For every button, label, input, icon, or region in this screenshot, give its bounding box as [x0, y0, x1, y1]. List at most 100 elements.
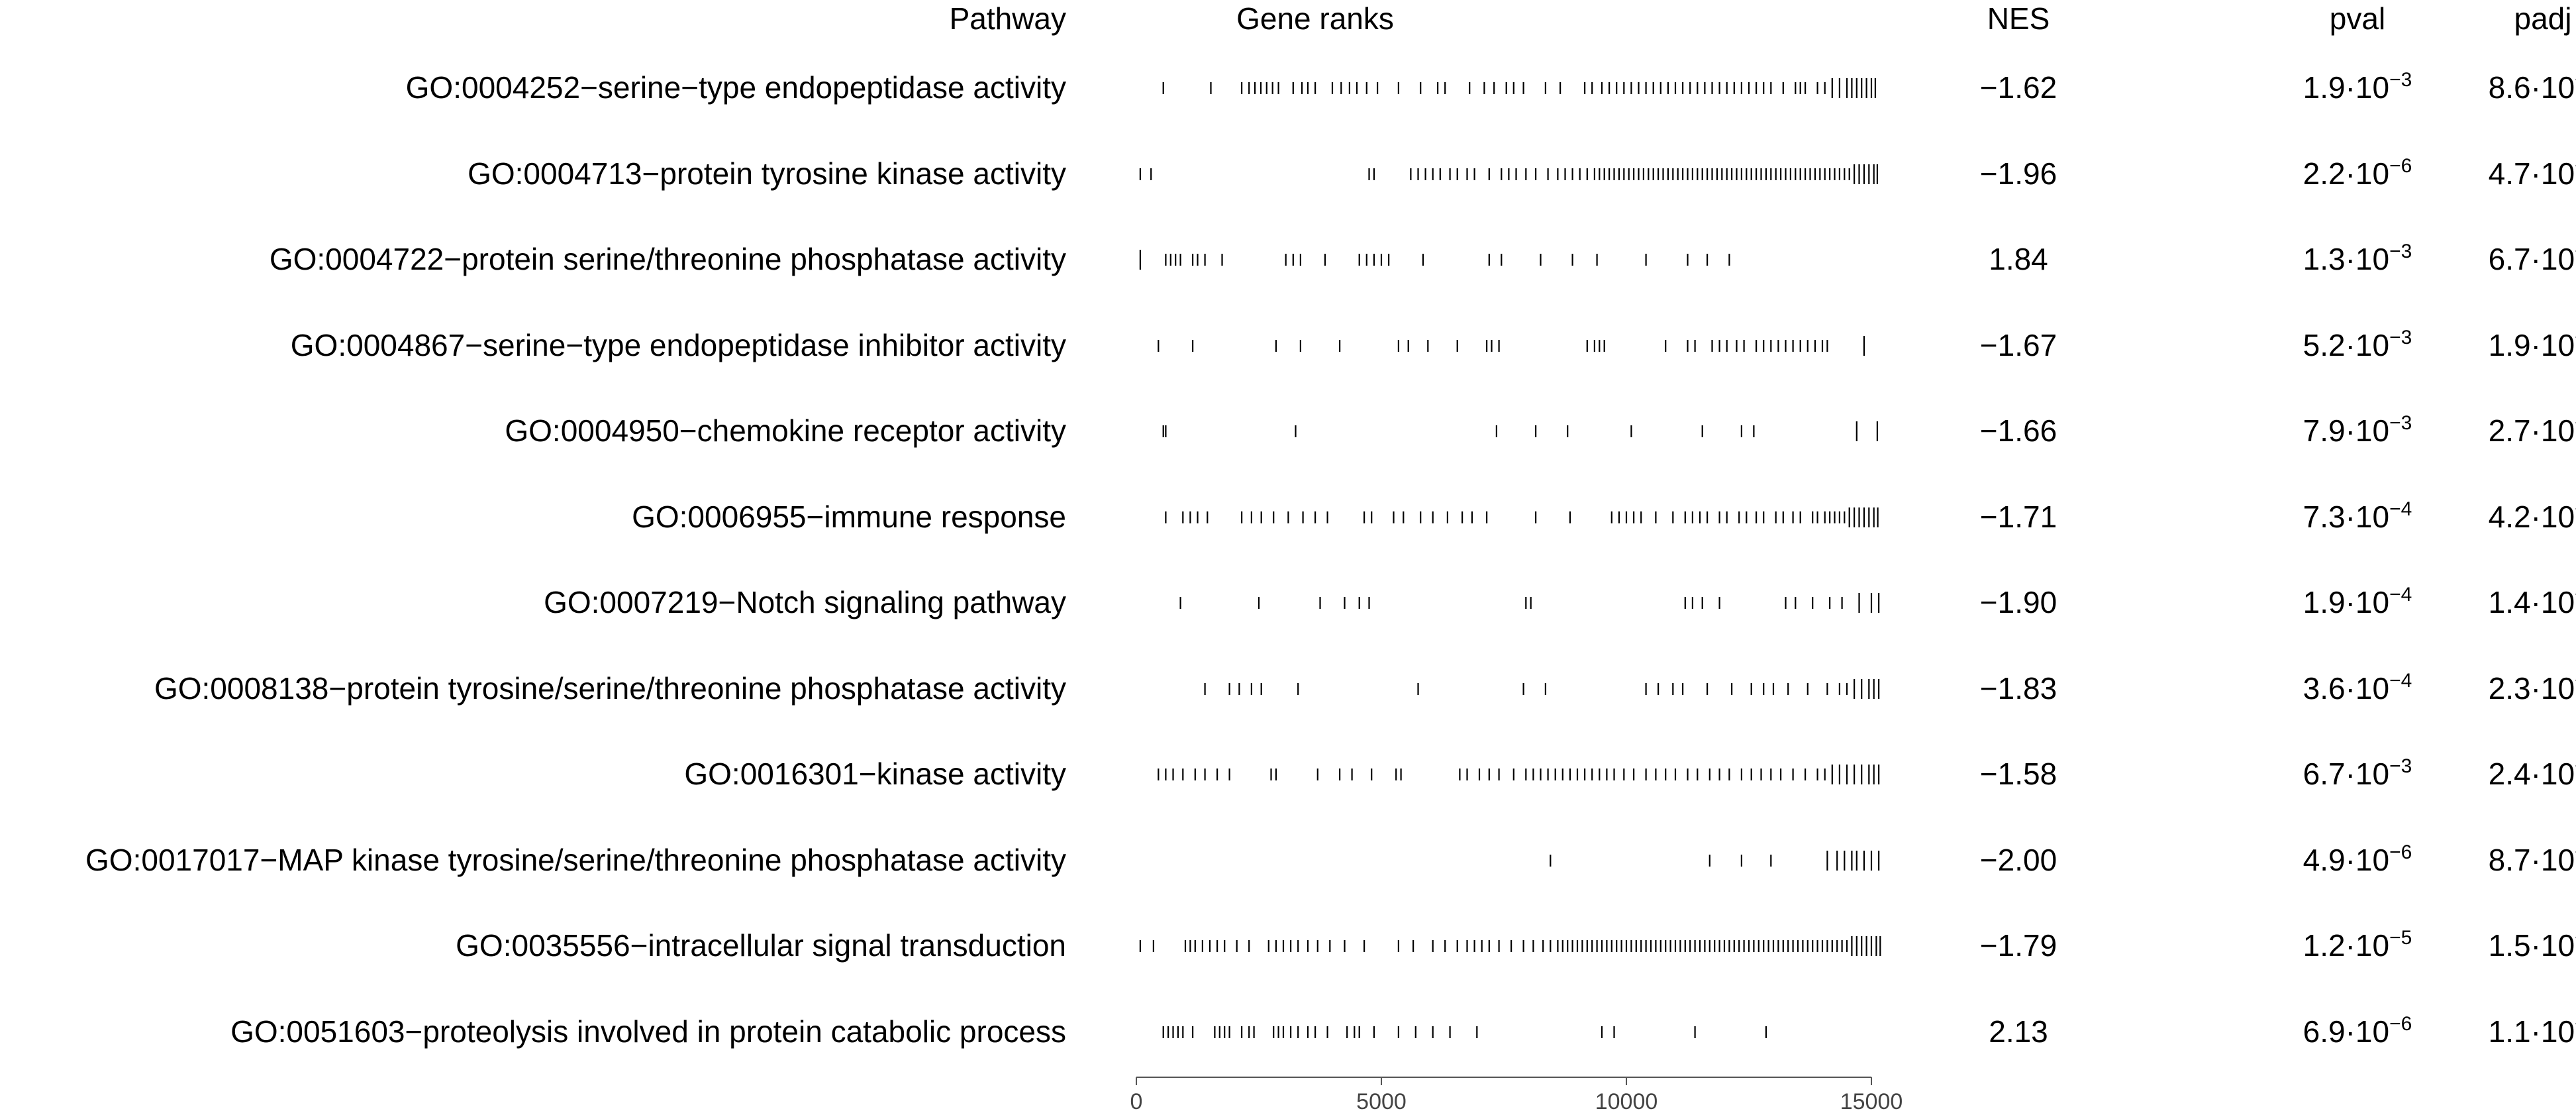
pval-value: 7.3·10−4 [2271, 499, 2444, 535]
pval-mantissa: 1.9·10 [2303, 585, 2390, 619]
pathway-label: GO:0004713−protein tyrosine kinase activ… [468, 156, 1066, 191]
pval-mantissa: 1.9·10 [2303, 70, 2390, 105]
padj-value: 8.7·10−5 [2457, 842, 2576, 878]
padj-mantissa: 6.7·10 [2488, 242, 2575, 276]
padj-mantissa: 8.7·10 [2488, 842, 2575, 877]
pval-exponent: −3 [2389, 326, 2412, 348]
table-row: GO:0007219−Notch signaling pathway −1.90 1… [0, 560, 2576, 645]
header-nes: NES [1987, 1, 2050, 36]
padj-exponent: −3 [2575, 240, 2576, 262]
gene-rank-barcode [1204, 678, 1880, 699]
gene-rank-barcode [1550, 850, 1880, 871]
x-tick-label: 5000 [1356, 1089, 1407, 1114]
table-row: GO:0008138−protein tyrosine/serine/threo… [0, 646, 2576, 731]
padj-exponent: −3 [2575, 498, 2576, 520]
table-row: GO:0004722−protein serine/threonine phos… [0, 217, 2576, 301]
padj-value: 2.3·10−3 [2457, 670, 2576, 706]
padj-mantissa: 2.7·10 [2488, 413, 2575, 448]
padj-mantissa: 8.6·10 [2488, 70, 2575, 105]
pval-exponent: −3 [2389, 240, 2412, 262]
pval-mantissa: 3.6·10 [2303, 670, 2390, 706]
table-row: GO:0004950−chemokine receptor activity −1… [0, 388, 2576, 473]
table-row: GO:0004713−protein tyrosine kinase activ… [0, 131, 2576, 216]
pval-exponent: −6 [2389, 841, 2412, 863]
table-row: GO:0051603−proteolysis involved in prote… [0, 989, 2576, 1074]
pval-exponent: −5 [2389, 927, 2412, 949]
pathway-label: GO:0006955−immune response [632, 499, 1066, 534]
padj-mantissa: 1.1·10 [2488, 1014, 2575, 1049]
padj-value: 6.7·10−3 [2457, 241, 2576, 277]
table-row: GO:0017017−MAP kinase tyrosine/serine/th… [0, 818, 2576, 902]
padj-value: 4.7·10−5 [2457, 156, 2576, 191]
pval-exponent: −4 [2389, 669, 2412, 692]
gene-rank-barcode [1162, 421, 1879, 441]
pval-exponent: −3 [2389, 412, 2412, 434]
nes-value: −1.67 [1979, 327, 2057, 362]
pval-exponent: −6 [2389, 1012, 2412, 1035]
padj-exponent: −3 [2575, 69, 2576, 91]
pval-mantissa: 5.2·10 [2303, 327, 2390, 362]
padj-value: 1.1·10−4 [2457, 1014, 2576, 1049]
pathway-label: GO:0004722−protein serine/threonine phos… [269, 242, 1066, 276]
pval-mantissa: 2.2·10 [2303, 156, 2390, 191]
nes-value: −1.90 [1979, 585, 2057, 619]
pval-value: 5.2·10−3 [2271, 327, 2444, 363]
table-row: GO:0016301−kinase activity −1.58 6.7·10−3 2… [0, 731, 2576, 816]
nes-value: −1.96 [1979, 156, 2057, 191]
padj-mantissa: 1.9·10 [2488, 327, 2575, 362]
pval-mantissa: 7.3·10 [2303, 499, 2390, 534]
pval-value: 6.9·10−6 [2271, 1014, 2444, 1049]
x-tick-label: 15000 [1840, 1089, 1903, 1114]
padj-value: 4.2·10−3 [2457, 499, 2576, 535]
pval-mantissa: 7.9·10 [2303, 413, 2390, 448]
nes-value: −1.83 [1979, 670, 2057, 706]
pval-value: 3.6·10−4 [2271, 670, 2444, 706]
padj-exponent: −5 [2575, 841, 2576, 863]
pval-mantissa: 6.9·10 [2303, 1014, 2390, 1049]
padj-mantissa: 2.4·10 [2488, 757, 2575, 791]
padj-mantissa: 4.2·10 [2488, 499, 2575, 534]
padj-mantissa: 4.7·10 [2488, 156, 2575, 191]
padj-value: 1.4·10−3 [2457, 584, 2576, 620]
padj-exponent: −3 [2575, 670, 2576, 692]
pval-mantissa: 6.7·10 [2303, 757, 2390, 791]
padj-value: 2.7·10−2 [2457, 413, 2576, 449]
gene-rank-barcode [1158, 765, 1880, 784]
pval-exponent: −3 [2389, 69, 2412, 91]
pathway-label: GO:0017017−MAP kinase tyrosine/serine/th… [85, 842, 1066, 877]
pathway-label: GO:0007219−Notch signaling pathway [544, 585, 1066, 619]
pathway-label: GO:0004950−chemokine receptor activity [505, 413, 1066, 448]
header-pathway: Pathway [949, 1, 1066, 36]
pval-value: 7.9·10−3 [2271, 413, 2444, 449]
pathway-label: GO:0035556−intracellular signal transduc… [456, 928, 1066, 963]
nes-value: −1.79 [1979, 928, 2057, 963]
pathway-label: GO:0016301−kinase activity [684, 757, 1066, 791]
gene-rank-barcode [1158, 335, 1865, 356]
padj-value: 1.5·10−4 [2457, 928, 2576, 963]
table-row: GO:0035556−intracellular signal transduc… [0, 903, 2576, 988]
padj-exponent: −2 [2575, 755, 2576, 777]
x-tick-label: 10000 [1595, 1089, 1658, 1114]
x-tick-label: 0 [1130, 1089, 1143, 1114]
nes-value: −1.71 [1979, 499, 2057, 534]
gene-rank-barcode [1139, 936, 1881, 956]
gene-rank-barcode [1139, 250, 1730, 270]
pval-exponent: −4 [2389, 584, 2412, 606]
pathway-label: GO:0004867−serine−type endopeptidase inh… [290, 327, 1066, 362]
pval-value: 6.7·10−3 [2271, 756, 2444, 792]
gene-rank-barcode [1179, 593, 1880, 613]
pval-value: 1.9·10−3 [2271, 70, 2444, 105]
nes-value: −2.00 [1979, 842, 2057, 877]
nes-value: −1.66 [1979, 413, 2057, 448]
gene-ranks-x-axis: 0 5000 10000 15000 [1130, 1077, 1903, 1114]
padj-mantissa: 1.5·10 [2488, 928, 2575, 963]
pval-value: 2.2·10−6 [2271, 156, 2444, 191]
pathway-label: GO:0004252−serine−type endopeptidase act… [405, 70, 1066, 105]
gene-rank-barcode [1162, 78, 1877, 98]
pval-mantissa: 1.2·10 [2303, 928, 2390, 963]
pval-value: 1.2·10−5 [2271, 928, 2444, 963]
pval-exponent: −6 [2389, 154, 2412, 177]
padj-exponent: −2 [2575, 327, 2576, 348]
table-row: GO:0004252−serine−type endopeptidase act… [0, 45, 2576, 130]
header-gene-ranks: Gene ranks [1236, 1, 1394, 36]
